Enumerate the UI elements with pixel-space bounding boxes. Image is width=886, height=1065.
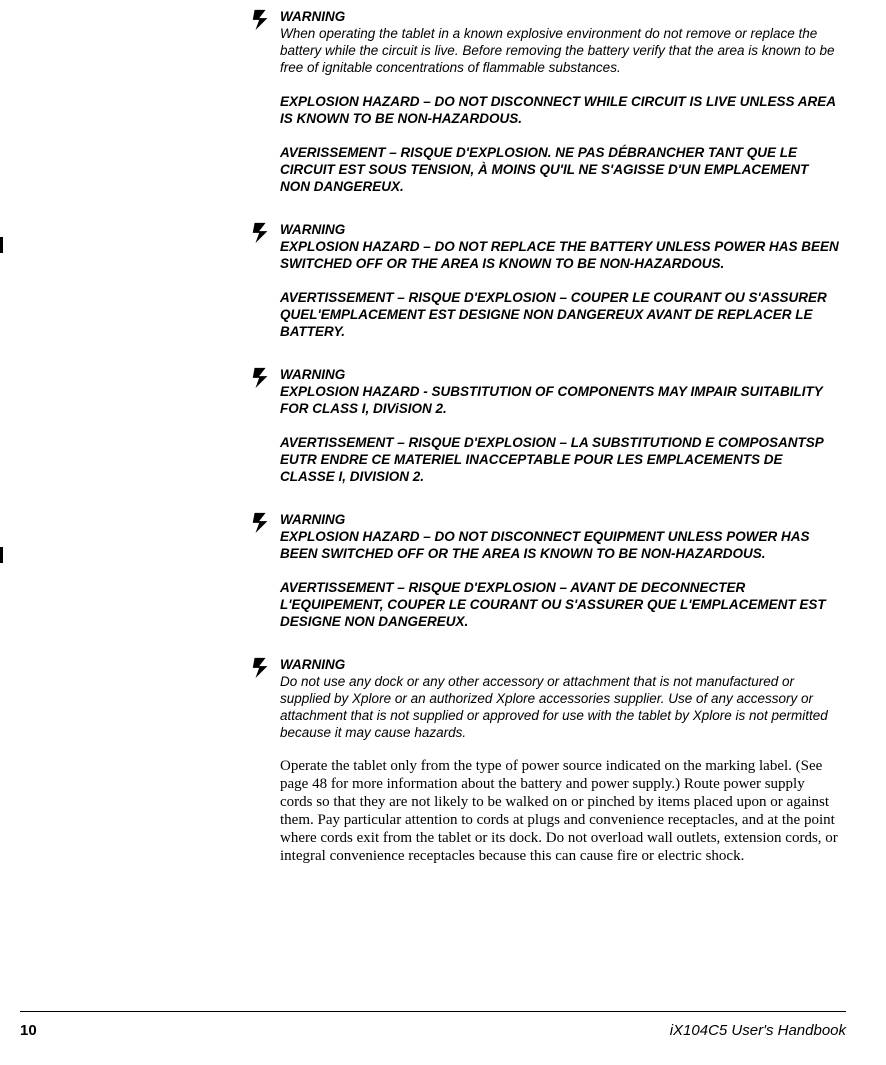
lightning-bolt-icon	[250, 366, 272, 388]
warning-title: WARNING	[280, 656, 840, 673]
page-footer: 10 iX104C5 User's Handbook	[20, 1011, 846, 1039]
warning-paragraph: When operating the tablet in a known exp…	[280, 25, 840, 76]
warning-block: WARNING EXPLOSION HAZARD – DO NOT REPLAC…	[280, 221, 840, 340]
body-paragraph: Operate the tablet only from the type of…	[280, 757, 840, 865]
page: WARNING When operating the tablet in a k…	[0, 0, 886, 1065]
content-column: WARNING When operating the tablet in a k…	[280, 8, 840, 865]
warning-block: WARNING EXPLOSION HAZARD - SUBSTITUTION …	[280, 366, 840, 485]
warning-paragraph: AVERTISSEMENT – RISQUE D'EXPLOSION – LA …	[280, 434, 840, 485]
warning-title: WARNING	[280, 8, 840, 25]
warning-paragraph: EXPLOSION HAZARD – DO NOT DISCONNECT WHI…	[280, 93, 840, 127]
lightning-bolt-icon	[250, 656, 272, 678]
warning-paragraph: EXPLOSION HAZARD – DO NOT DISCONNECT EQU…	[280, 528, 840, 562]
warning-paragraph: AVERTISSEMENT – RISQUE D'EXPLOSION – AVA…	[280, 579, 840, 630]
change-bar	[0, 237, 3, 253]
warning-paragraph: EXPLOSION HAZARD – DO NOT REPLACE THE BA…	[280, 238, 840, 272]
warning-paragraph: AVERISSEMENT – RISQUE D'EXPLOSION. NE PA…	[280, 144, 840, 195]
warning-block: WARNING Do not use any dock or any other…	[280, 656, 840, 741]
book-title: iX104C5 User's Handbook	[670, 1022, 846, 1039]
warning-title: WARNING	[280, 221, 840, 238]
lightning-bolt-icon	[250, 221, 272, 243]
page-number: 10	[20, 1022, 37, 1039]
change-bar	[0, 547, 3, 563]
warning-block: WARNING EXPLOSION HAZARD – DO NOT DISCON…	[280, 511, 840, 630]
lightning-bolt-icon	[250, 511, 272, 533]
lightning-bolt-icon	[250, 8, 272, 30]
warning-paragraph: Do not use any dock or any other accesso…	[280, 673, 840, 741]
warning-block: WARNING When operating the tablet in a k…	[280, 8, 840, 195]
warning-paragraph: AVERTISSEMENT – RISQUE D'EXPLOSION – COU…	[280, 289, 840, 340]
warning-title: WARNING	[280, 511, 840, 528]
warning-paragraph: EXPLOSION HAZARD - SUBSTITUTION OF COMPO…	[280, 383, 840, 417]
warning-title: WARNING	[280, 366, 840, 383]
